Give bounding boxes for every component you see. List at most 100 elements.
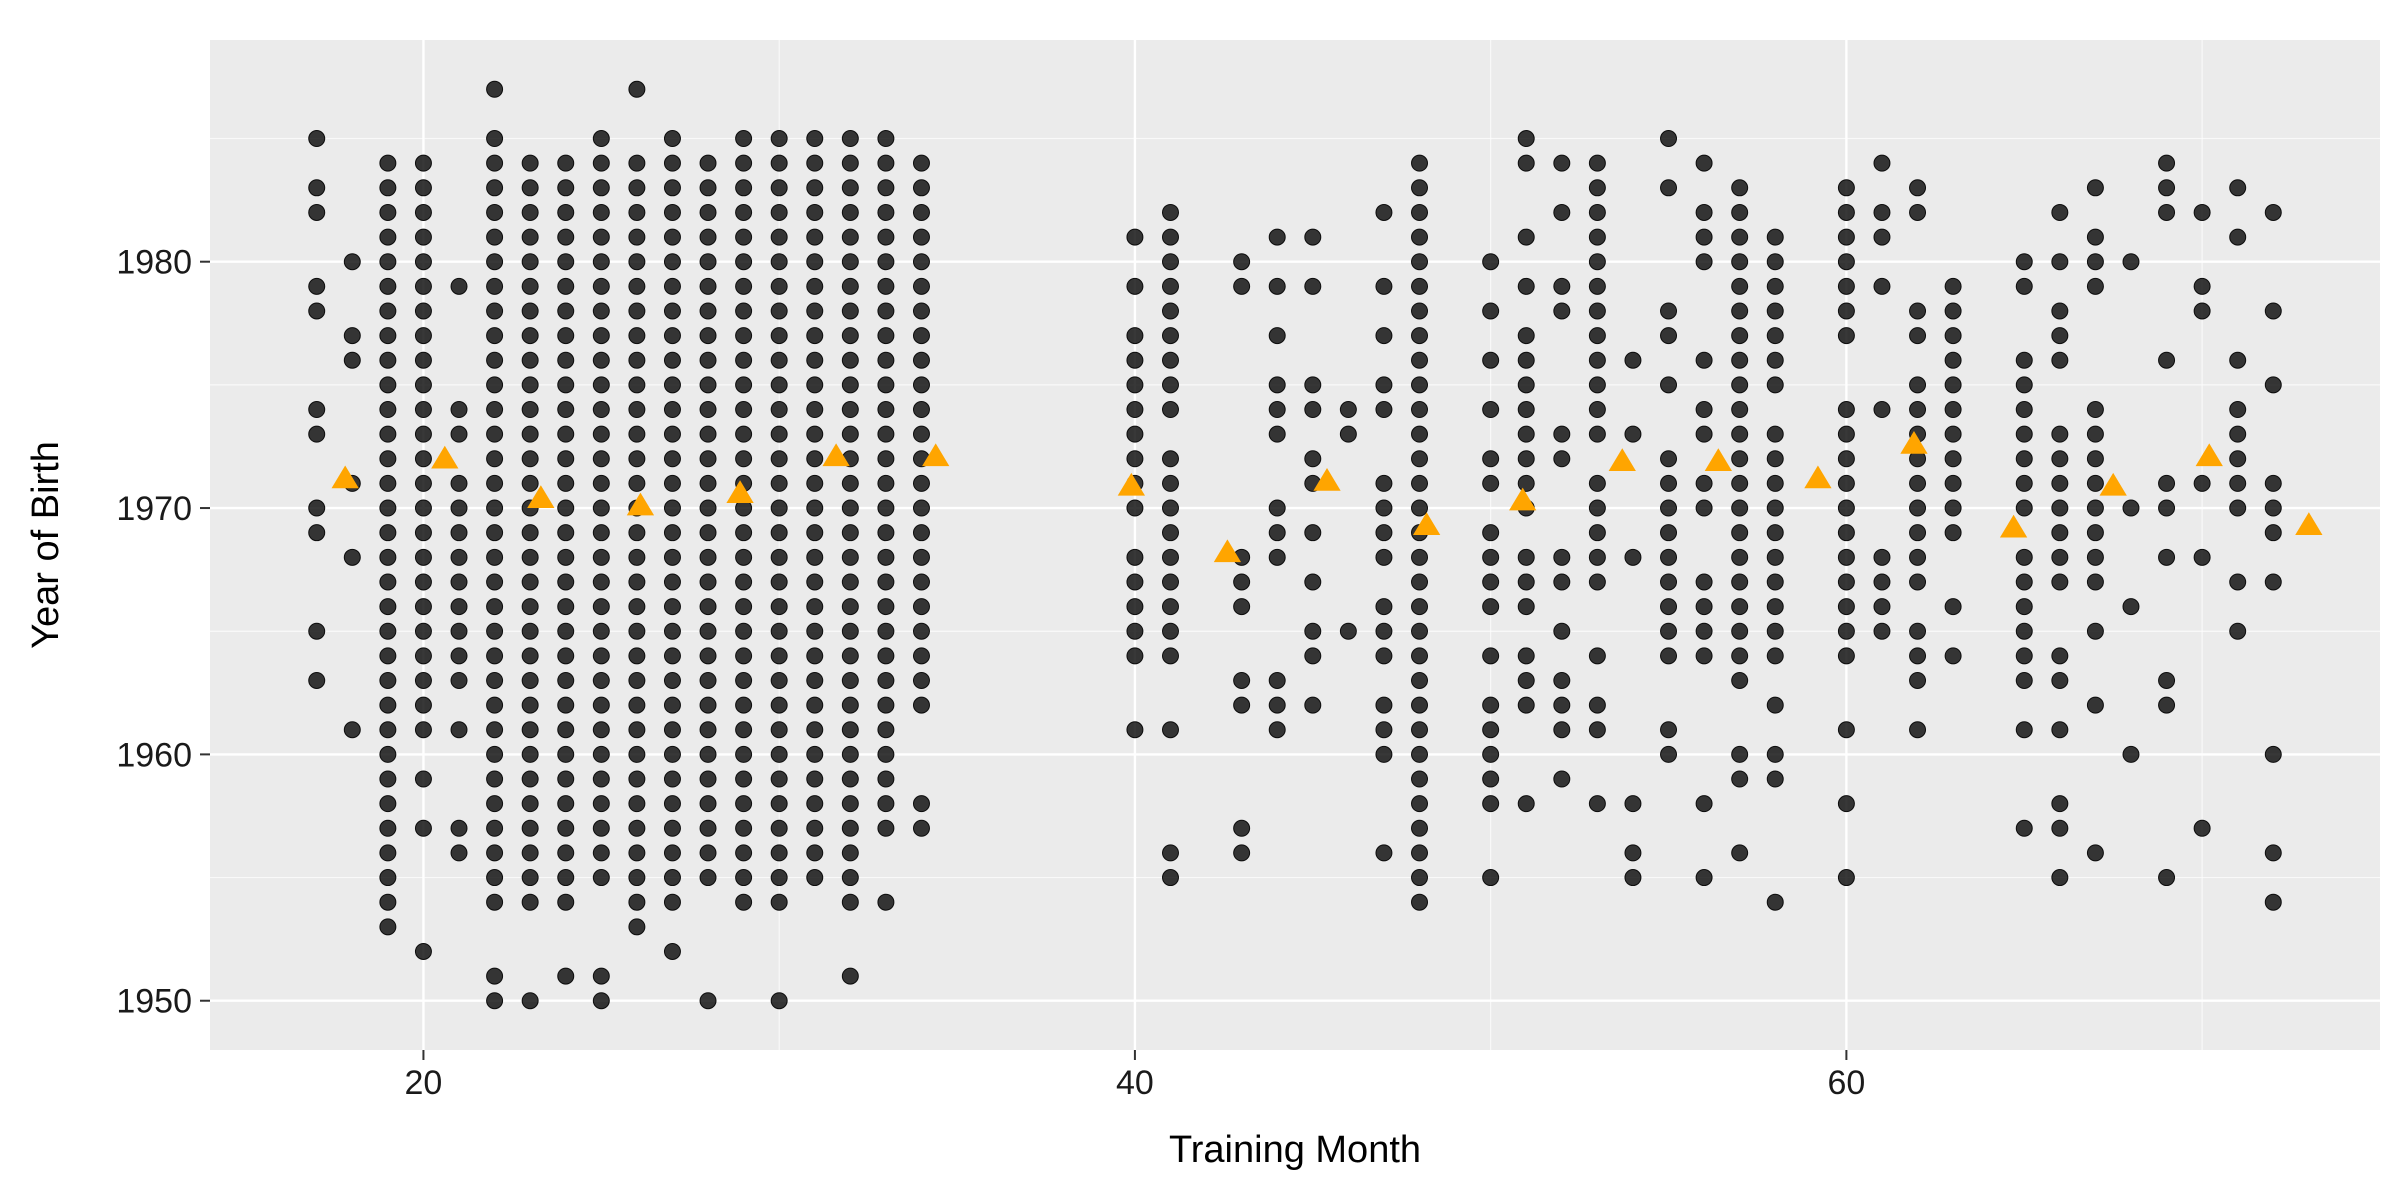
data-point (1695, 573, 1713, 591)
data-point (1233, 819, 1251, 837)
data-point (735, 647, 753, 665)
data-point (486, 425, 504, 443)
data-point (521, 696, 539, 714)
mean-marker (1704, 448, 1732, 471)
data-point (1731, 524, 1749, 542)
data-point (1233, 671, 1251, 689)
data-point (735, 425, 753, 443)
data-point (912, 203, 930, 221)
data-point (663, 622, 681, 640)
data-point (806, 524, 824, 542)
data-point (1482, 869, 1500, 887)
data-point (2158, 179, 2176, 197)
data-point (735, 548, 753, 566)
data-point (521, 253, 539, 271)
data-point (1944, 499, 1962, 517)
data-point (735, 622, 753, 640)
data-point (379, 499, 397, 517)
data-point (628, 327, 646, 345)
data-point (2193, 302, 2211, 320)
data-point (414, 942, 432, 960)
data-point (770, 450, 788, 468)
data-point (699, 179, 717, 197)
data-point (1411, 401, 1429, 419)
data-point (663, 770, 681, 788)
data-point (770, 819, 788, 837)
data-point (592, 548, 610, 566)
data-point (2051, 450, 2069, 468)
data-point (2264, 474, 2282, 492)
data-point (1588, 795, 1606, 813)
data-point (379, 918, 397, 936)
data-point (663, 203, 681, 221)
data-point (1482, 253, 1500, 271)
data-point (1766, 253, 1784, 271)
data-point (1731, 401, 1749, 419)
data-point (1588, 228, 1606, 246)
data-point (1375, 622, 1393, 640)
data-point (1695, 647, 1713, 665)
data-point (699, 376, 717, 394)
data-point (1873, 228, 1891, 246)
data-point (841, 967, 859, 985)
data-point (628, 548, 646, 566)
data-point (1766, 745, 1784, 763)
data-point (414, 154, 432, 172)
data-point (699, 277, 717, 295)
data-point (628, 351, 646, 369)
data-point (1268, 327, 1286, 345)
data-point (2051, 203, 2069, 221)
data-point (2229, 425, 2247, 443)
data-point (841, 770, 859, 788)
data-point (1233, 696, 1251, 714)
data-point (1161, 647, 1179, 665)
data-point (1695, 474, 1713, 492)
data-point (663, 869, 681, 887)
mean-marker (431, 445, 459, 469)
data-point (2015, 277, 2033, 295)
data-point (770, 154, 788, 172)
data-point (1873, 548, 1891, 566)
data-point (1588, 548, 1606, 566)
data-point (2264, 745, 2282, 763)
data-point (1766, 548, 1784, 566)
data-point (2193, 548, 2211, 566)
data-point (1909, 721, 1927, 739)
data-point (486, 376, 504, 394)
data-point (450, 573, 468, 591)
data-point (2051, 647, 2069, 665)
data-point (877, 228, 895, 246)
data-point (735, 401, 753, 419)
data-point (1304, 228, 1322, 246)
data-point (486, 450, 504, 468)
data-point (521, 327, 539, 345)
data-point (699, 548, 717, 566)
data-point (699, 598, 717, 616)
data-point (877, 671, 895, 689)
data-point (1837, 179, 1855, 197)
data-point (1731, 351, 1749, 369)
data-point (1588, 253, 1606, 271)
data-point (663, 671, 681, 689)
data-point (450, 499, 468, 517)
data-point (1731, 228, 1749, 246)
data-point (770, 745, 788, 763)
data-point (1517, 671, 1535, 689)
data-point (414, 721, 432, 739)
data-point (2086, 548, 2104, 566)
data-point (521, 795, 539, 813)
data-point (521, 647, 539, 665)
data-point (592, 203, 610, 221)
data-point (2229, 622, 2247, 640)
data-point (1731, 327, 1749, 345)
data-point (770, 696, 788, 714)
data-point (379, 647, 397, 665)
data-point (877, 819, 895, 837)
data-point (1731, 277, 1749, 295)
data-point (486, 992, 504, 1010)
data-point (841, 130, 859, 148)
data-point (1411, 302, 1429, 320)
data-point (1411, 819, 1429, 837)
data-point (2015, 401, 2033, 419)
data-point (1944, 425, 1962, 443)
